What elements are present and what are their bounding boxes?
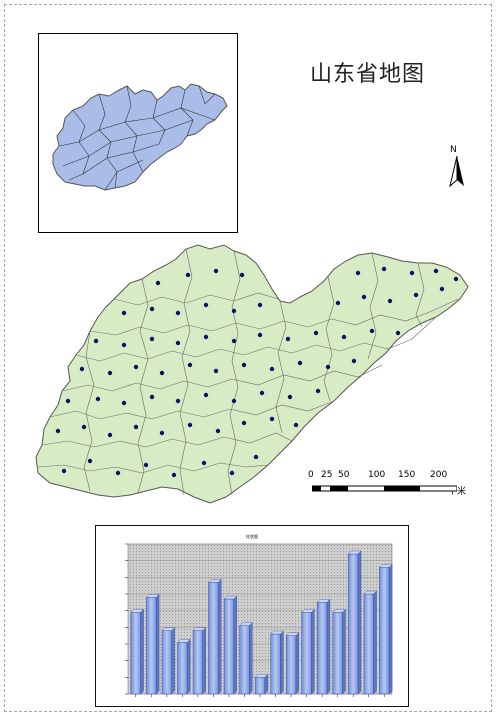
bar-side — [295, 632, 300, 695]
bar-top — [301, 609, 315, 613]
bar-top — [239, 622, 253, 626]
chart-title: 柱状图 — [246, 533, 258, 539]
y-axis-ticks — [125, 543, 128, 695]
page-frame — [4, 4, 492, 712]
bar-top — [254, 674, 269, 678]
inset-county-lines — [58, 85, 216, 191]
bar-top — [347, 550, 362, 555]
bar-top — [161, 627, 176, 631]
bar — [192, 630, 203, 695]
scale-unit: 千米 — [448, 487, 467, 497]
bar-side — [186, 638, 191, 695]
bar — [223, 598, 235, 695]
bar-side — [280, 630, 284, 695]
bar-side — [311, 608, 315, 695]
bar-side — [249, 622, 253, 695]
scale-bar: 0 25 50 100 150 200 千米 — [308, 470, 478, 500]
county-boundaries — [37, 248, 459, 496]
bar-top — [332, 609, 346, 613]
bar-side — [155, 593, 160, 695]
bar-side — [357, 550, 362, 695]
bar — [208, 582, 219, 695]
bar-side — [326, 598, 331, 695]
bar-side — [140, 608, 144, 695]
bar-top — [145, 594, 160, 598]
bar — [379, 567, 390, 695]
scale-tick-label: 0 — [308, 470, 314, 480]
bar-side — [342, 608, 346, 695]
main-map-svg — [35, 244, 469, 504]
bar-side — [264, 673, 269, 695]
map-title: 山东省地图 — [310, 62, 426, 87]
inset-map — [38, 33, 238, 233]
county-seat-markers — [55, 266, 459, 478]
scale-tick-label: 150 — [398, 470, 416, 480]
bar — [177, 642, 188, 695]
bar-top — [130, 609, 145, 613]
inset-province-shape — [52, 83, 228, 191]
scale-tick-label: 25 — [321, 470, 333, 480]
bar-top — [177, 639, 191, 643]
bar — [161, 630, 172, 695]
bar-side — [218, 578, 222, 695]
bar-top — [270, 630, 284, 635]
bar-top — [223, 595, 238, 600]
bar-top — [192, 627, 207, 631]
province-shape — [35, 244, 469, 504]
bar-top — [285, 632, 300, 636]
bar — [254, 677, 266, 695]
bar — [270, 633, 281, 695]
main-map — [28, 205, 476, 517]
bar — [285, 635, 297, 695]
bar-side — [233, 595, 237, 695]
bar — [146, 597, 157, 695]
bar — [239, 625, 250, 695]
scale-tick-label: 100 — [368, 470, 386, 480]
scale-tick-label: 200 — [430, 470, 448, 480]
bar-side — [388, 563, 393, 695]
bar — [317, 602, 328, 695]
inset-map-svg — [52, 83, 228, 191]
bar-side — [171, 627, 175, 695]
chart-bars — [130, 550, 393, 695]
north-label: N — [450, 145, 457, 155]
bar — [332, 612, 343, 695]
bar-chart: 柱状图 — [95, 525, 409, 707]
bar-side — [373, 590, 377, 695]
scale-tick-label: 50 — [338, 470, 350, 480]
bar-chart-svg: 柱状图 — [125, 533, 393, 697]
bar — [301, 612, 312, 695]
bar-top — [208, 579, 222, 583]
bar — [130, 612, 141, 695]
x-axis-ticks — [135, 694, 385, 697]
bar — [348, 553, 359, 695]
bar-top — [363, 590, 378, 595]
bar-side — [202, 627, 206, 695]
bar-top — [316, 599, 331, 603]
north-arrow-icon — [449, 155, 464, 188]
bar — [363, 593, 374, 695]
scale-bar-graphic — [312, 485, 457, 492]
bar-top — [378, 564, 393, 568]
